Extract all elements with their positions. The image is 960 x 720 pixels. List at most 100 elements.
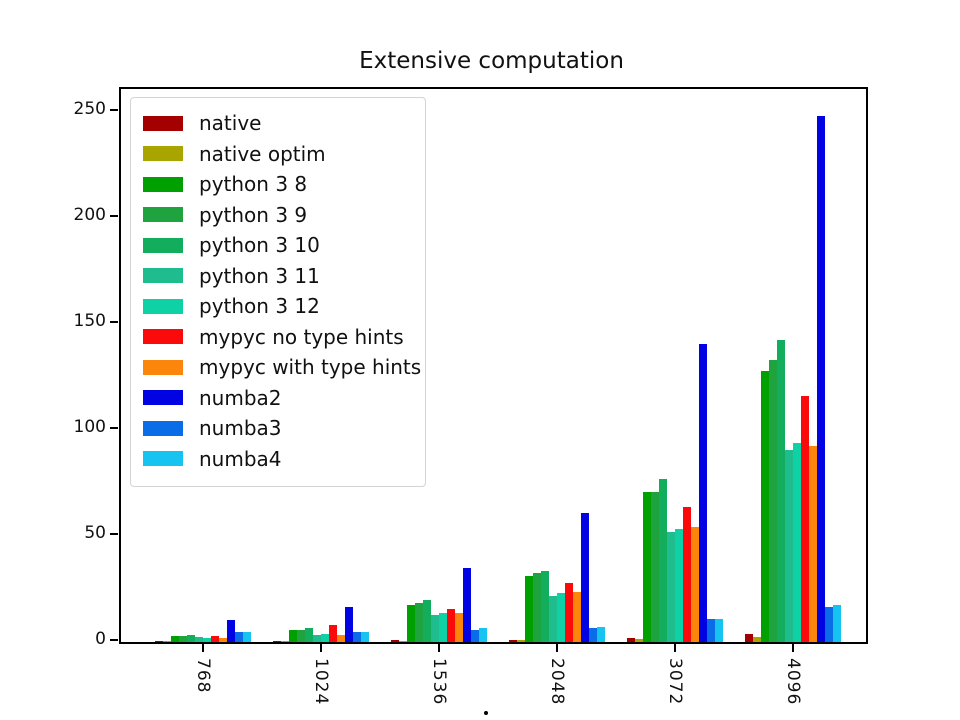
bar-python-3-10-768 — [187, 635, 195, 642]
bar-python-3-8-3072 — [643, 491, 651, 642]
bar-mypyc-no-type-hints-768 — [211, 636, 219, 642]
y-tick-mark — [110, 109, 118, 112]
bar-native-optim-768 — [163, 641, 171, 642]
bar-native-768 — [155, 641, 163, 642]
legend-label: python 3 8 — [199, 172, 308, 197]
bar-python-3-11-1024 — [313, 634, 321, 642]
y-tick-mark — [110, 639, 118, 641]
legend-item-numba4: numba4 — [143, 444, 411, 475]
bar-numba2-1024 — [345, 607, 353, 642]
legend-label: mypyc with type hints — [199, 355, 422, 380]
bar-mypyc-no-type-hints-2048 — [565, 583, 573, 642]
legend-item-python-3-10: python 3 10 — [143, 230, 411, 261]
x-tick-mark — [556, 644, 558, 652]
legend-item-python-3-8: python 3 8 — [143, 169, 411, 200]
x-tick-label-1024: 1024 — [311, 658, 331, 706]
bar-python-3-12-2048 — [557, 592, 565, 642]
legend-item-native-optim: native optim — [143, 139, 411, 170]
x-tick-mark — [438, 644, 440, 652]
bar-python-3-8-768 — [171, 635, 179, 642]
x-tick-mark — [202, 644, 204, 652]
x-tick-mark — [320, 644, 322, 652]
bar-mypyc-with-type-hints-768 — [219, 637, 227, 642]
bar-mypyc-no-type-hints-4096 — [801, 396, 809, 642]
legend-swatch-icon — [143, 146, 183, 162]
bar-python-3-10-3072 — [659, 478, 667, 642]
y-tick-label: 250 — [73, 99, 106, 120]
x-tick-label-768: 768 — [193, 658, 213, 694]
bar-numba4-1536 — [479, 628, 487, 642]
bar-mypyc-no-type-hints-1536 — [447, 609, 455, 642]
x-tick-label-1536: 1536 — [429, 658, 449, 706]
bar-numba2-768 — [227, 620, 235, 642]
bar-numba3-4096 — [825, 607, 833, 642]
legend-item-python-3-11: python 3 11 — [143, 261, 411, 292]
legend-label: python 3 10 — [199, 233, 320, 258]
bar-python-3-10-1024 — [305, 628, 313, 642]
bar-native-optim-3072 — [635, 639, 643, 642]
legend-label: native optim — [199, 141, 326, 166]
bar-native-2048 — [509, 640, 517, 642]
bar-numba2-4096 — [817, 115, 825, 642]
bar-python-3-9-1536 — [415, 603, 423, 642]
bar-numba3-2048 — [589, 627, 597, 642]
bar-native-4096 — [745, 633, 753, 642]
xaxis-label-partial — [484, 711, 488, 715]
bar-python-3-9-2048 — [533, 573, 541, 642]
legend-label: python 3 11 — [199, 263, 320, 288]
legend-item-native: native — [143, 108, 411, 139]
bar-numba2-1536 — [463, 567, 471, 642]
legend-swatch-icon — [143, 176, 183, 192]
bar-python-3-12-4096 — [793, 442, 801, 642]
bar-python-3-12-1024 — [321, 633, 329, 642]
bar-numba4-4096 — [833, 604, 841, 642]
x-tick-label-2048: 2048 — [547, 658, 567, 706]
bar-native-optim-1024 — [281, 641, 289, 642]
bar-numba2-2048 — [581, 512, 589, 642]
bar-numba3-768 — [235, 631, 243, 642]
bar-mypyc-with-type-hints-1536 — [455, 613, 463, 642]
x-tick-mark — [792, 644, 794, 652]
bar-python-3-12-768 — [203, 637, 211, 642]
bar-python-3-11-2048 — [549, 596, 557, 642]
x-tick-label-3072: 3072 — [665, 658, 685, 706]
y-tick-label: 150 — [73, 311, 106, 332]
bar-python-3-12-3072 — [675, 528, 683, 642]
bar-python-3-10-1536 — [423, 600, 431, 642]
legend-swatch-icon — [143, 115, 183, 131]
legend-label: native — [199, 111, 262, 136]
bar-python-3-12-1536 — [439, 612, 447, 642]
legend-label: numba3 — [199, 416, 282, 441]
bar-numba3-1536 — [471, 630, 479, 642]
legend-label: python 3 9 — [199, 202, 308, 227]
bar-native-optim-2048 — [517, 640, 525, 642]
bar-numba4-1024 — [361, 632, 369, 642]
y-tick-label: 100 — [73, 417, 106, 438]
bar-python-3-9-4096 — [769, 360, 777, 642]
bar-groups — [121, 89, 866, 642]
bar-python-3-8-4096 — [761, 370, 769, 642]
bar-python-3-9-3072 — [651, 491, 659, 642]
bar-python-3-10-4096 — [777, 340, 785, 642]
bar-mypyc-with-type-hints-2048 — [573, 592, 581, 642]
y-tick-label: 200 — [73, 205, 106, 226]
chart-title: Extensive computation — [359, 48, 624, 74]
bar-python-3-9-768 — [179, 635, 187, 642]
bar-numba4-768 — [243, 632, 251, 642]
legend-item-mypyc-no-type-hints: mypyc no type hints — [143, 322, 411, 353]
bar-numba4-3072 — [715, 619, 723, 642]
bar-numba2-3072 — [699, 344, 707, 642]
legend-item-python-3-9: python 3 9 — [143, 200, 411, 231]
bar-python-3-10-2048 — [541, 571, 549, 642]
x-tick-mark — [674, 644, 676, 652]
bar-python-3-11-3072 — [667, 531, 675, 642]
bar-numba3-1024 — [353, 632, 361, 642]
y-tick-mark — [110, 533, 118, 536]
y-tick-label: 0 — [95, 629, 106, 649]
bar-mypyc-with-type-hints-1024 — [337, 635, 345, 642]
bar-python-3-11-768 — [195, 637, 203, 642]
bar-mypyc-with-type-hints-4096 — [809, 446, 817, 642]
bar-native-3072 — [627, 637, 635, 642]
y-tick-mark — [110, 321, 118, 324]
